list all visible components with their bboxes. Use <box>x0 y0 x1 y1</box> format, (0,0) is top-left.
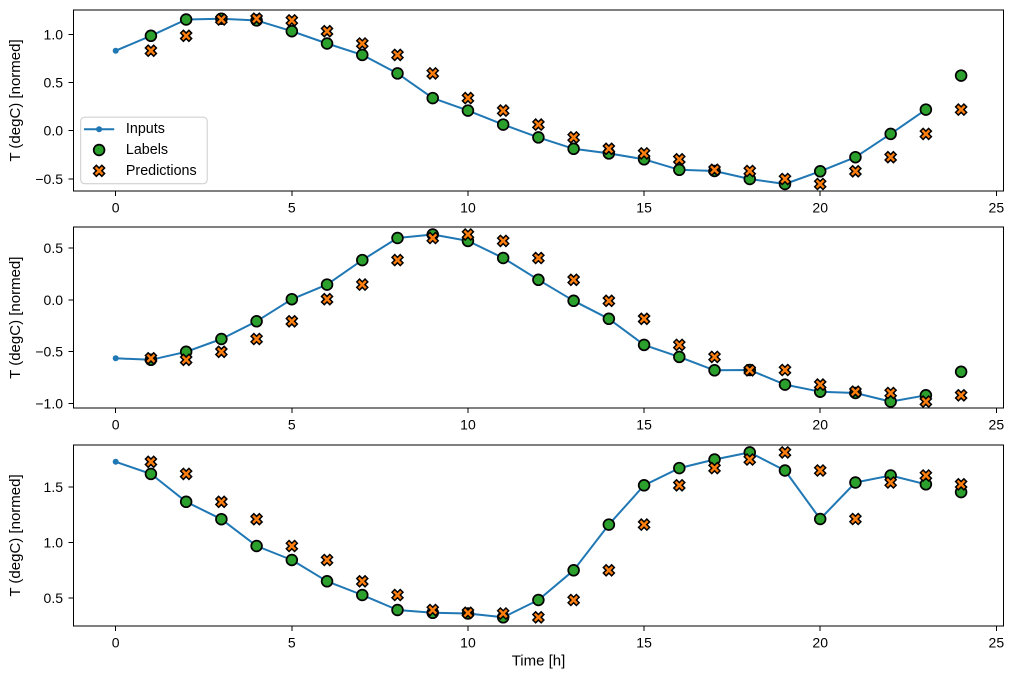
svg-text:0.5: 0.5 <box>44 75 64 91</box>
svg-text:T (degC) [normed]: T (degC) [normed] <box>7 257 24 379</box>
svg-text:−0.5: −0.5 <box>35 344 63 360</box>
svg-text:0: 0 <box>112 417 120 433</box>
svg-text:25: 25 <box>989 199 1005 215</box>
svg-text:15: 15 <box>636 634 652 650</box>
svg-text:−1.0: −1.0 <box>35 395 63 411</box>
svg-text:20: 20 <box>812 199 828 215</box>
svg-text:Labels: Labels <box>126 142 168 158</box>
svg-text:Inputs: Inputs <box>126 121 165 137</box>
svg-text:15: 15 <box>636 199 652 215</box>
svg-text:0.0: 0.0 <box>44 123 64 139</box>
svg-text:1.0: 1.0 <box>44 27 64 43</box>
svg-text:Predictions: Predictions <box>126 163 197 179</box>
svg-text:15: 15 <box>636 417 652 433</box>
svg-text:5: 5 <box>288 199 296 215</box>
svg-text:5: 5 <box>288 634 296 650</box>
svg-text:25: 25 <box>989 417 1005 433</box>
svg-text:10: 10 <box>460 199 476 215</box>
svg-text:1.5: 1.5 <box>44 479 64 495</box>
svg-text:T (degC) [normed]: T (degC) [normed] <box>7 39 24 161</box>
svg-text:0: 0 <box>112 634 120 650</box>
svg-text:25: 25 <box>989 634 1005 650</box>
svg-text:T (degC) [normed]: T (degC) [normed] <box>7 474 24 596</box>
svg-text:20: 20 <box>812 417 828 433</box>
svg-text:0: 0 <box>112 199 120 215</box>
svg-text:0.5: 0.5 <box>44 590 64 606</box>
svg-text:Time [h]: Time [h] <box>512 653 566 670</box>
svg-text:20: 20 <box>812 634 828 650</box>
svg-text:5: 5 <box>288 417 296 433</box>
svg-text:−0.5: −0.5 <box>35 171 63 187</box>
svg-text:10: 10 <box>460 417 476 433</box>
svg-text:0.5: 0.5 <box>44 240 64 256</box>
svg-text:0.0: 0.0 <box>44 292 64 308</box>
svg-text:1.0: 1.0 <box>44 534 64 550</box>
svg-text:10: 10 <box>460 634 476 650</box>
